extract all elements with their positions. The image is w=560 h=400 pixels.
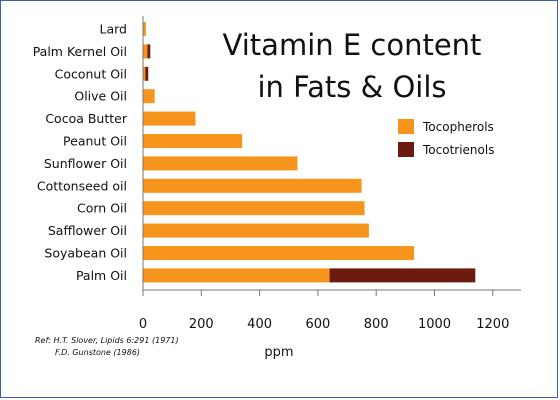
bar-coconut-oil-tocopherols (143, 66, 146, 81)
category-label-cottonseed-oil: Cottonseed oil (37, 178, 127, 193)
bar-safflower-oil-tocopherols (143, 223, 369, 238)
x-tick-label-600: 600 (305, 317, 330, 332)
legend-swatch-tocotrienols (398, 142, 414, 157)
legend: Tocopherols Tocotrienols (398, 119, 494, 157)
category-label-palm-kernel-oil: Palm Kernel Oil (33, 44, 127, 59)
x-axis-label: ppm (264, 345, 293, 360)
reference-line-1: Ref: H.T. Slover, Lipids 6:291 (1971) (35, 336, 179, 345)
category-label-coconut-oil: Coconut Oil (55, 66, 127, 81)
category-label-soyabean-oil: Soyabean Oil (44, 246, 127, 261)
category-labels: Lard Palm Kernel Oil Coconut Oil Olive Oil C… (33, 22, 128, 283)
legend-swatch-tocopherols (398, 119, 414, 134)
bar-group (143, 22, 476, 283)
bar-soyabean-oil-tocopherols (143, 246, 415, 260)
reference-line-2: F.D. Gunstone (1986) (55, 348, 140, 357)
legend-label-tocotrienols: Tocotrienols (422, 143, 494, 157)
x-tick-label-400: 400 (247, 317, 272, 332)
bar-palm-kernel-oil-tocopherols (143, 44, 148, 59)
category-label-cocoa-butter: Cocoa Butter (45, 111, 128, 126)
x-axis-ticks: 0 200 400 600 800 1000 1200 (139, 290, 509, 332)
bar-cottonseed-oil-tocopherols (143, 178, 362, 193)
bar-coconut-oil-tocotrienols (145, 66, 149, 81)
bar-palm-oil-tocotrienols (329, 268, 476, 283)
bar-sunflower-oil-tocopherols (143, 156, 298, 171)
bar-corn-oil-tocopherols (143, 201, 365, 216)
x-tick-label-1000: 1000 (418, 317, 451, 332)
chart-title-line-1: Vitamin E content (223, 28, 482, 62)
bar-palm-oil-tocopherols (143, 268, 330, 283)
bar-cocoa-butter-tocopherols (143, 111, 196, 126)
x-tick-label-200: 200 (189, 317, 214, 332)
bar-peanut-oil-tocopherols (143, 134, 243, 148)
x-tick-label-0: 0 (139, 317, 147, 332)
x-tick-label-800: 800 (364, 317, 389, 332)
category-label-palm-oil: Palm Oil (76, 268, 127, 283)
legend-label-tocopherols: Tocopherols (422, 120, 494, 134)
category-label-olive-oil: Olive Oil (74, 89, 127, 104)
bar-lard-tocopherols (143, 22, 146, 36)
chart-title-line-2: in Fats & Oils (257, 70, 446, 104)
category-label-corn-oil: Corn Oil (77, 201, 127, 216)
bar-palm-kernel-oil-tocotrienols (147, 44, 151, 59)
category-label-safflower-oil: Safflower Oil (48, 223, 127, 238)
category-label-peanut-oil: Peanut Oil (63, 134, 127, 149)
category-label-sunflower-oil: Sunflower Oil (44, 156, 127, 171)
category-label-lard: Lard (100, 22, 127, 37)
bar-olive-oil-tocopherols (143, 89, 155, 104)
x-tick-label-1200: 1200 (476, 317, 509, 332)
